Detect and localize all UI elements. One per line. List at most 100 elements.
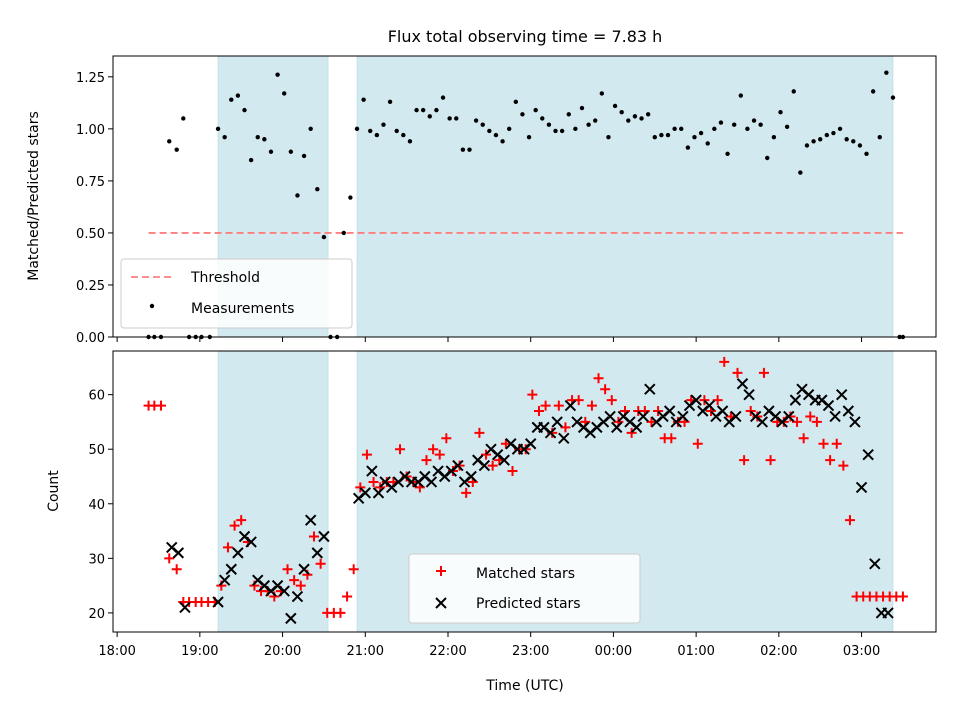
x-tick-label: 21:00 <box>347 644 384 659</box>
matched-star-marker <box>527 389 538 400</box>
measurements-legend-swatch <box>149 303 155 309</box>
top-legend: Threshold Measurements <box>120 258 353 329</box>
matched-star-marker <box>792 416 803 427</box>
measurement-point <box>698 130 704 136</box>
matched-star-marker <box>745 406 756 417</box>
matched-star-marker <box>838 460 849 471</box>
matched-star-marker <box>520 444 531 455</box>
top-shaded-regions <box>217 55 894 338</box>
predicted-legend-label: Predicted stars <box>476 596 581 612</box>
predicted-star-marker <box>212 596 224 608</box>
predicted-star-marker <box>783 410 795 423</box>
measurement-point <box>407 139 413 144</box>
matched-star-marker <box>798 433 809 444</box>
predicted-star-marker <box>855 481 868 494</box>
measurement-point <box>222 134 227 140</box>
matched-star-marker <box>593 373 604 384</box>
matched-star-marker <box>315 558 326 569</box>
measurement-point <box>447 116 452 121</box>
predicted-star-marker <box>690 394 702 406</box>
predicted-star-markers <box>166 378 894 625</box>
measurement-point <box>354 126 360 132</box>
bottom-y-axis-label: Count <box>46 470 62 512</box>
matched-star-marker <box>368 476 379 487</box>
predicted-star-marker <box>756 416 769 428</box>
measurement-point <box>771 134 777 140</box>
measurement-point <box>712 126 717 132</box>
predicted-star-marker <box>498 454 510 466</box>
measurement-point <box>824 132 830 138</box>
measurement-point <box>645 112 651 117</box>
matched-star-marker <box>507 466 518 477</box>
predicted-star-marker <box>172 547 185 559</box>
matched-star-marker <box>481 449 492 460</box>
y-tick-label: 1.00 <box>76 123 105 138</box>
matched-star-marker <box>342 591 353 602</box>
measurement-point <box>731 122 737 127</box>
measurement-point <box>593 118 598 123</box>
predicted-star-marker <box>285 612 297 625</box>
matched-star-marker <box>164 553 175 564</box>
predicted-star-marker <box>604 410 616 423</box>
measurement-point <box>215 126 221 132</box>
predicted-star-marker <box>524 438 537 450</box>
predicted-legend-swatch <box>435 597 447 609</box>
matched-star-marker <box>421 455 432 466</box>
measurement-point <box>262 137 267 142</box>
measurement-point <box>427 114 432 119</box>
predicted-star-marker <box>611 421 623 434</box>
bottom-y-axis-ticks: 20 30 40 50 60 <box>88 389 113 622</box>
measurement-point <box>672 126 677 132</box>
measurement-point <box>235 93 241 98</box>
top-panel: 0.00 0.25 0.50 0.75 1.00 1.25 Matched/Predict… <box>26 55 937 346</box>
measurement-point <box>301 153 307 159</box>
measurement-point <box>705 141 710 146</box>
matched-star-marker <box>361 449 372 460</box>
matched-star-marker <box>646 416 657 427</box>
matched-star-marker <box>428 444 439 455</box>
measurement-point <box>275 72 280 77</box>
measurement-point <box>619 110 624 115</box>
matched-star-marker <box>474 427 485 438</box>
shaded-interval <box>356 55 894 338</box>
predicted-star-marker <box>644 383 656 395</box>
matched-star-marker <box>818 438 829 449</box>
predicted-star-marker <box>551 416 563 428</box>
predicted-star-marker <box>736 378 749 390</box>
matched-star-marker <box>355 482 366 493</box>
predicted-star-marker <box>478 459 491 472</box>
measurement-point <box>513 99 519 104</box>
measurement-point <box>401 132 406 138</box>
measurement-point <box>559 128 565 134</box>
predicted-star-marker <box>544 427 557 439</box>
x-tick-label: 20:00 <box>264 644 301 659</box>
matched-star-marker <box>692 438 703 449</box>
predicted-star-marker <box>311 547 324 559</box>
x-tick-label: 23:00 <box>512 644 549 659</box>
measurement-point <box>639 116 644 121</box>
measurement-point <box>440 95 446 100</box>
measurement-point <box>368 128 373 134</box>
measurement-point <box>586 122 591 127</box>
predicted-star-marker <box>359 487 371 499</box>
measurement-point <box>758 122 763 127</box>
measurement-point <box>831 130 836 136</box>
measurement-point <box>857 143 863 148</box>
measurement-points <box>146 70 906 340</box>
measurement-point <box>467 147 472 152</box>
measurement-point <box>784 124 790 129</box>
predicted-star-marker <box>849 416 861 428</box>
matched-star-marker <box>540 400 551 411</box>
measurement-point <box>765 155 770 161</box>
measurement-point <box>493 132 499 138</box>
matched-star-marker <box>461 487 472 498</box>
matched-star-marker <box>626 427 637 438</box>
measurement-point <box>566 112 571 117</box>
measurement-point <box>818 137 823 142</box>
measurement-point <box>268 149 274 154</box>
predicted-star-marker <box>835 388 848 401</box>
predicted-star-marker <box>869 558 881 570</box>
matched-star-marker <box>282 564 293 575</box>
measurement-point <box>659 132 664 138</box>
